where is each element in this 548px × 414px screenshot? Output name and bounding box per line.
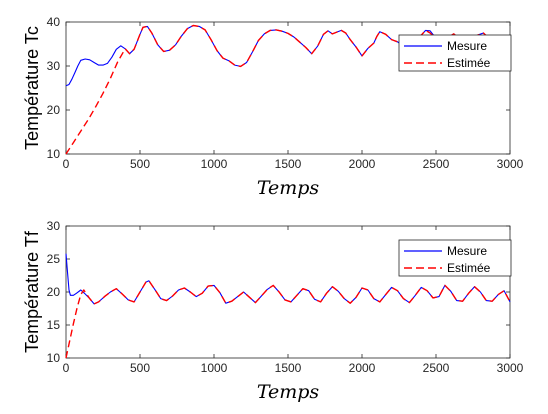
tf-legend-mesure-label: Mesure bbox=[447, 244, 487, 258]
tf-plot: 0 500 1000 1500 2000 2500 3000 10 15 20 25 30 Tempé… bbox=[22, 219, 524, 403]
tc-ticks: 0 500 1000 1500 2000 2500 3000 10 20 30 40 bbox=[47, 15, 524, 171]
tf-ticks: 0 500 1000 1500 2000 2500 3000 10 15 20 25 30 bbox=[47, 219, 524, 375]
tc-xtick-label: 1000 bbox=[201, 157, 228, 171]
tf-series bbox=[65, 253, 511, 359]
tc-legend-mesure-label: Mesure bbox=[447, 39, 487, 53]
tc-legend: Mesure Estimée bbox=[398, 34, 512, 72]
tf-series-estimee-line bbox=[65, 280, 511, 359]
tc-legend-box bbox=[398, 34, 512, 72]
tf-legend: Mesure Estimée bbox=[398, 239, 512, 277]
tc-plot: 0 500 1000 1500 2000 2500 3000 10 20 30 40 Tempéra… bbox=[22, 15, 524, 199]
tf-xtick-label: 2000 bbox=[349, 361, 376, 375]
tc-ytick-label: 30 bbox=[47, 59, 61, 73]
tf-ytick-label: 30 bbox=[47, 219, 61, 233]
tc-xtick-label: 2500 bbox=[423, 157, 450, 171]
tc-xtick-label: 3000 bbox=[497, 157, 524, 171]
tf-xtick-label: 500 bbox=[130, 361, 150, 375]
tf-xtick-label: 3000 bbox=[497, 361, 524, 375]
tf-ytick-label: 20 bbox=[47, 285, 61, 299]
tc-ytick-label: 20 bbox=[47, 103, 61, 117]
tc-xtick-label: 1500 bbox=[275, 157, 302, 171]
tf-xtick-label: 0 bbox=[63, 361, 70, 375]
tc-xtick-label: 0 bbox=[63, 157, 70, 171]
tc-xlabel: Temps bbox=[257, 177, 320, 199]
tf-ytick-label: 15 bbox=[47, 318, 61, 332]
tc-ylabel: Température Tc bbox=[22, 26, 42, 150]
tc-ytick-label: 40 bbox=[47, 15, 61, 29]
tc-xtick-label: 2000 bbox=[349, 157, 376, 171]
tc-xtick-label: 500 bbox=[130, 157, 150, 171]
tc-ytick-label: 10 bbox=[47, 147, 61, 161]
tf-ylabel: Température Tf bbox=[22, 230, 42, 353]
tf-xtick-label: 2500 bbox=[423, 361, 450, 375]
tf-legend-estimee-label: Estimée bbox=[447, 261, 491, 275]
tf-ytick-label: 10 bbox=[47, 351, 61, 365]
tf-legend-box bbox=[398, 239, 512, 277]
tf-ytick-label: 25 bbox=[47, 252, 61, 266]
tc-legend-estimee-label: Estimée bbox=[447, 56, 491, 70]
tf-xtick-label: 1500 bbox=[275, 361, 302, 375]
tf-xlabel: Temps bbox=[257, 381, 320, 403]
tf-xtick-label: 1000 bbox=[201, 361, 228, 375]
